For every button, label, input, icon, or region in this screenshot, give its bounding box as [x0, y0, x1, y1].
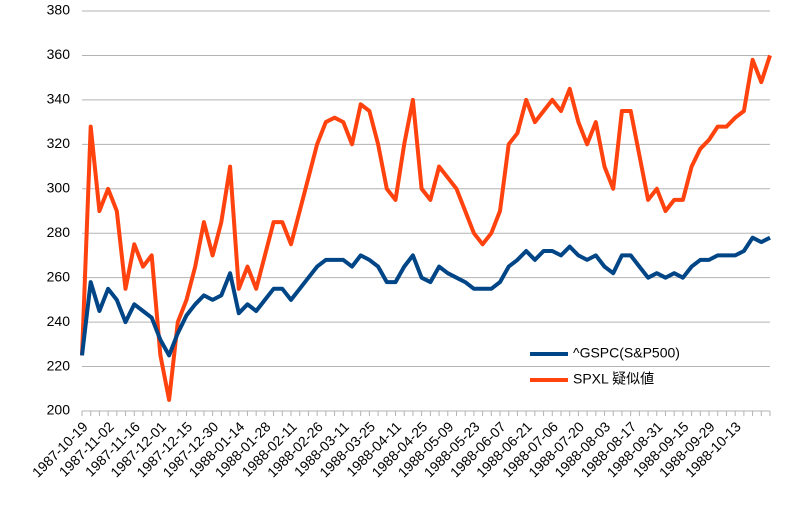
- y-tick-label: 320: [47, 135, 71, 151]
- y-tick-label: 360: [47, 46, 71, 62]
- y-tick-label: 200: [47, 402, 71, 418]
- legend-label: ^GSPC(S&P500): [573, 345, 680, 361]
- y-tick-label: 240: [47, 313, 71, 329]
- y-tick-label: 340: [47, 91, 71, 107]
- y-tick-label: 380: [47, 2, 71, 18]
- y-tick-label: 260: [47, 268, 71, 284]
- line-series: [80, 54, 772, 402]
- y-tick-label: 300: [47, 179, 71, 195]
- line-series: [80, 235, 771, 358]
- y-tick-label: 280: [47, 224, 71, 240]
- y-tick-label: 220: [47, 357, 71, 373]
- legend-label: SPXL 疑似値: [573, 371, 654, 387]
